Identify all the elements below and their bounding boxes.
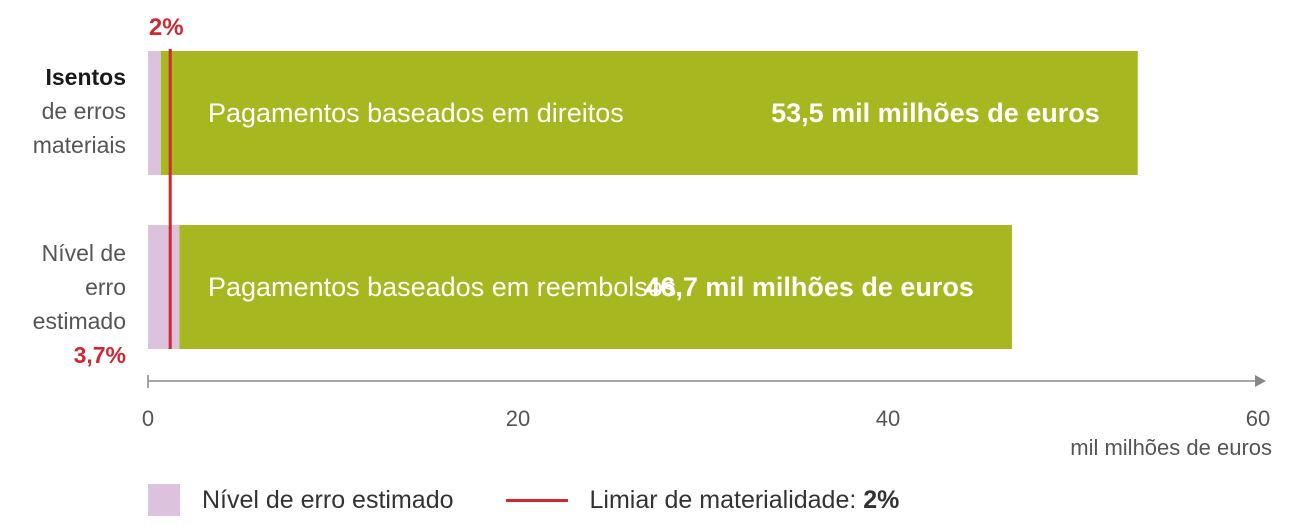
x-tick-label: 20 [506, 406, 530, 431]
row-label-top-line2: de erros [41, 98, 126, 124]
x-tick-label: 0 [142, 406, 154, 431]
bar-category-label-2: Pagamentos baseados em reembolsos [208, 272, 676, 302]
bar-chart: Pagamentos baseados em direitos 53,5 mil … [142, 14, 1272, 460]
x-tick-labels: 0 20 40 60 [142, 406, 1270, 431]
row-label-top-line3: materiais [32, 132, 126, 158]
legend-label-error: Nível de erro estimado [202, 485, 454, 514]
legend-label-threshold: Limiar de materialidade: [589, 485, 857, 514]
threshold-group: 2% [149, 14, 184, 349]
row-label-bottom-line3: 3,7% [73, 342, 126, 368]
bar-segment-error-2 [148, 225, 180, 349]
row-label-bottom: Nível de erro estimado 3,7% [0, 236, 126, 372]
x-axis [147, 375, 1266, 388]
bar-segment-main-2 [179, 225, 1012, 349]
bars-group: Pagamentos baseados em direitos 53,5 mil … [148, 51, 1138, 349]
x-axis-title: mil milhões de euros [1070, 435, 1272, 460]
x-tick-label: 60 [1246, 406, 1270, 431]
legend-threshold-value: 2% [863, 485, 900, 514]
row-label-bottom-line2: estimado [32, 308, 126, 334]
legend-swatch-threshold [505, 498, 568, 502]
bar-segment-main-1 [160, 51, 1138, 175]
bar-value-label-2: 46,7 mil milhões de euros [645, 272, 974, 302]
x-axis-arrow-icon [1255, 375, 1266, 387]
bar-category-label-1: Pagamentos baseados em direitos [208, 98, 624, 128]
row-label-top-line1: Isentos [45, 64, 126, 90]
row-label-top: Isentos de erros materiais [33, 60, 126, 162]
row-label-bottom-line1: Nível de erro [41, 240, 126, 300]
legend-swatch-error [148, 484, 180, 516]
bar-value-label-1: 53,5 mil milhões de euros [771, 98, 1100, 128]
legend: Nível de erro estimado Limiar de materia… [148, 482, 899, 518]
threshold-label: 2% [149, 14, 184, 41]
x-tick-label: 40 [876, 406, 900, 431]
bar-segment-error-1 [148, 51, 161, 175]
